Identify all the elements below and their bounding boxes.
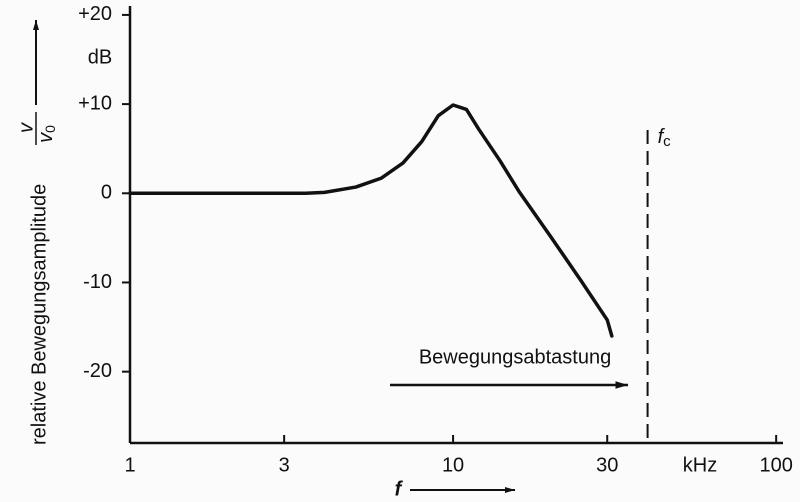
cutoff-label: fc <box>658 126 672 150</box>
cutoff-label-base: f <box>658 126 666 148</box>
x-tick-label: 1 <box>124 454 135 476</box>
y-fraction-denominator: v0 <box>35 125 57 143</box>
denominator-subscript: 0 <box>42 125 58 133</box>
y-fraction-numerator: v <box>15 122 37 133</box>
x-unit: kHz <box>683 454 717 476</box>
x-tick-label: 3 <box>279 454 290 476</box>
x-tick-label: 10 <box>442 454 464 476</box>
y-tick-label: -10 <box>83 271 112 293</box>
x-axis-label: f <box>395 478 404 500</box>
x-tick-label: 30 <box>596 454 618 476</box>
annotation: Bewegungsabtastung <box>419 346 611 368</box>
y-unit: dB <box>88 46 112 68</box>
y-axis-label: relative Bewegungsamplitude <box>28 184 50 445</box>
y-tick-label: +20 <box>78 3 112 25</box>
cutoff-label-subscript: c <box>663 133 671 150</box>
y-tick-label: -20 <box>83 360 112 382</box>
denominator-base: v <box>35 132 57 143</box>
curve <box>128 103 614 338</box>
y-tick-label: +10 <box>78 92 112 114</box>
y-tick-label: 0 <box>101 182 112 204</box>
axes <box>128 6 783 445</box>
x-tick-label: 100 <box>759 454 792 476</box>
